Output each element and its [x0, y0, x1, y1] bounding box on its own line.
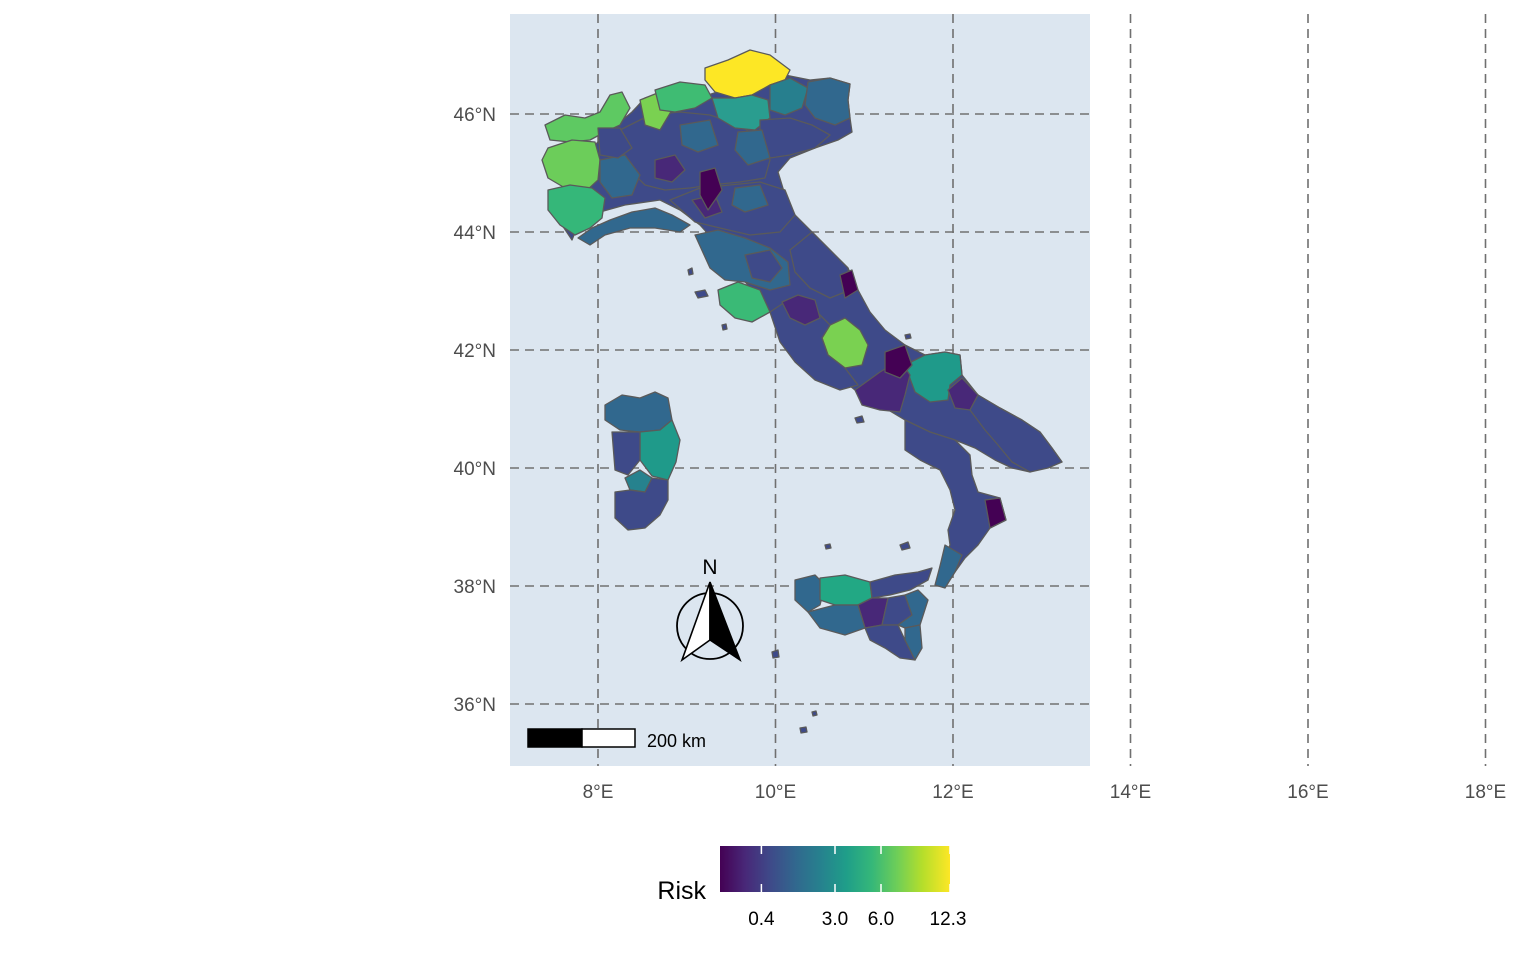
island-ischia — [854, 415, 865, 424]
region-milano — [654, 154, 686, 183]
island-ustica — [824, 543, 832, 550]
y-tick-label: 42°N — [454, 341, 496, 362]
region-sondrio — [654, 81, 713, 113]
y-tick-label: 46°N — [454, 105, 496, 126]
region-trapani — [794, 574, 826, 613]
legend-tick-label: 3.0 — [822, 909, 848, 930]
region-reggio — [934, 544, 963, 589]
region-siracusa — [904, 624, 923, 661]
region-trento — [711, 94, 771, 131]
region-crotone — [984, 497, 1007, 529]
region-liguria — [577, 207, 691, 246]
region-molise — [884, 344, 913, 379]
x-tick-label: 14°E — [1110, 782, 1151, 803]
island-aeolian — [899, 541, 911, 551]
regions-layer — [541, 49, 1063, 734]
legend-tick-label: 12.3 — [930, 909, 967, 930]
legend-ticks: 0.4 3.0 6.0 12.3 — [748, 846, 966, 930]
y-axis-labels: 36°N 38°N 40°N 42°N 44°N 46°N — [454, 105, 496, 716]
x-tick-label: 10°E — [755, 782, 796, 803]
region-bologna — [731, 184, 769, 213]
region-grosseto — [717, 281, 771, 323]
scale-bar: 200 km — [527, 728, 706, 751]
region-siena — [744, 249, 783, 283]
y-tick-label: 38°N — [454, 577, 496, 598]
island-elba — [694, 289, 709, 299]
legend-title: Risk — [657, 877, 706, 905]
y-tick-label: 36°N — [454, 695, 496, 716]
x-tick-label: 18°E — [1465, 782, 1506, 803]
region-verona — [734, 129, 771, 166]
island-pantelleria — [771, 649, 780, 659]
region-messina — [869, 567, 933, 599]
region-ascoli — [839, 269, 859, 299]
region-sardegna-center — [639, 419, 681, 481]
island-tremiti — [904, 333, 912, 340]
y-tick-label: 40°N — [454, 459, 496, 480]
region-bergamo — [679, 119, 719, 153]
north-arrow-icon: N — [676, 556, 744, 663]
region-calabria — [904, 419, 1007, 581]
region-torino — [541, 139, 601, 193]
region-cuneo — [547, 184, 606, 236]
region-salento — [969, 394, 1063, 473]
region-umbria — [781, 294, 821, 326]
scale-bar-label: 200 km — [647, 731, 706, 751]
region-belluno — [769, 77, 809, 116]
region-oristano — [611, 431, 641, 476]
island-capraia — [687, 267, 694, 276]
x-tick-label: 8°E — [583, 782, 614, 803]
region-asti — [599, 154, 641, 199]
legend: Risk 0.4 3.0 6.0 12.3 — [657, 846, 966, 930]
island-lampedusa — [799, 726, 808, 734]
region-vercelli — [597, 127, 633, 159]
region-sardegna-south — [614, 477, 669, 531]
region-lodi — [699, 167, 723, 211]
y-tick-label: 44°N — [454, 223, 496, 244]
x-tick-label: 12°E — [932, 782, 973, 803]
legend-tick-label: 6.0 — [868, 909, 894, 930]
island-giglio — [721, 323, 728, 331]
legend-tick-label: 0.4 — [748, 909, 775, 930]
island-malta-area — [811, 710, 818, 717]
north-arrow-label: N — [702, 556, 717, 579]
region-udine — [804, 77, 851, 126]
x-axis-labels: 8°E 10°E 12°E 14°E 16°E 18°E — [583, 782, 1507, 803]
x-tick-label: 16°E — [1287, 782, 1328, 803]
